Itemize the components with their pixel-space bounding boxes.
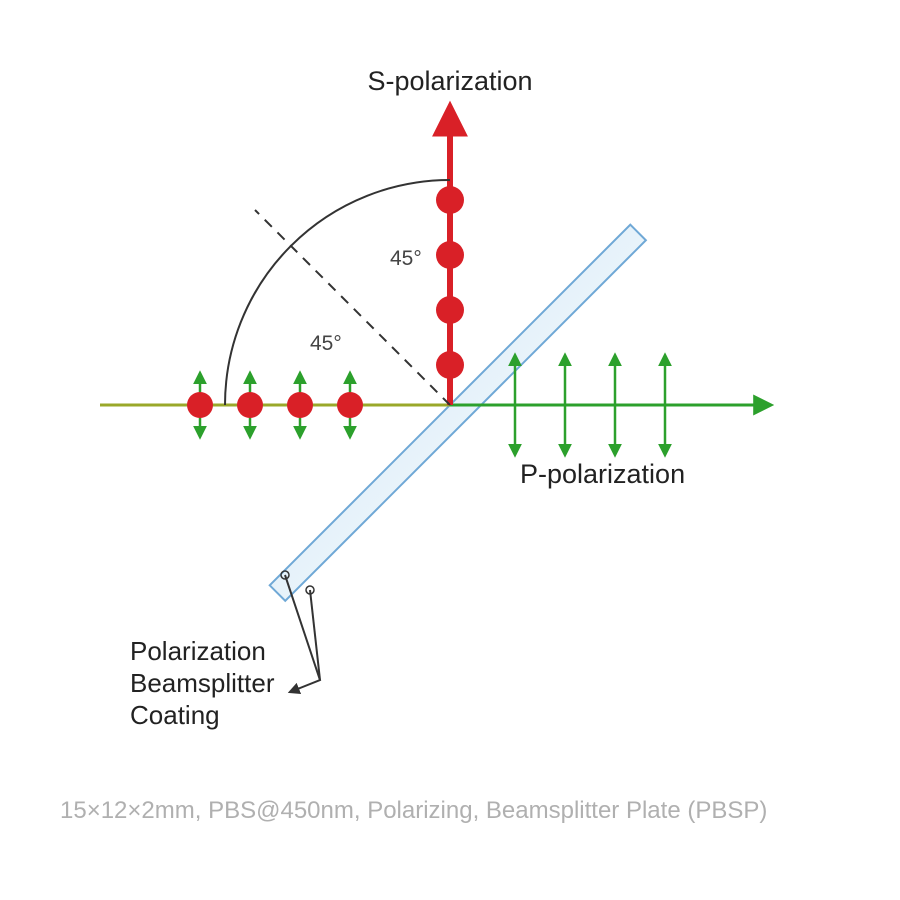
- beamsplitter-diagram: S-polarization P-polarization 45° 45° Po…: [0, 0, 900, 900]
- s-dot: [436, 186, 464, 214]
- p-polarization-label: P-polarization: [520, 459, 685, 489]
- s-dot: [436, 351, 464, 379]
- plate-body: [270, 225, 646, 601]
- callout-line1: Polarization: [130, 636, 266, 666]
- input-dot: [287, 392, 313, 418]
- beamsplitter-plate: [270, 225, 646, 601]
- input-dot: [237, 392, 263, 418]
- input-dot: [187, 392, 213, 418]
- product-caption: 15×12×2mm, PBS@450nm, Polarizing, Beamsp…: [60, 795, 840, 827]
- surface-normal: [255, 210, 450, 405]
- angle-label-upper: 45°: [390, 247, 422, 270]
- s-dot: [436, 296, 464, 324]
- s-polarization-label: S-polarization: [367, 66, 532, 96]
- input-dot: [337, 392, 363, 418]
- s-dot: [436, 241, 464, 269]
- callout-line3: Coating: [130, 700, 220, 730]
- angle-label-lower: 45°: [310, 332, 342, 355]
- callout-line2: Beamsplitter: [130, 668, 275, 698]
